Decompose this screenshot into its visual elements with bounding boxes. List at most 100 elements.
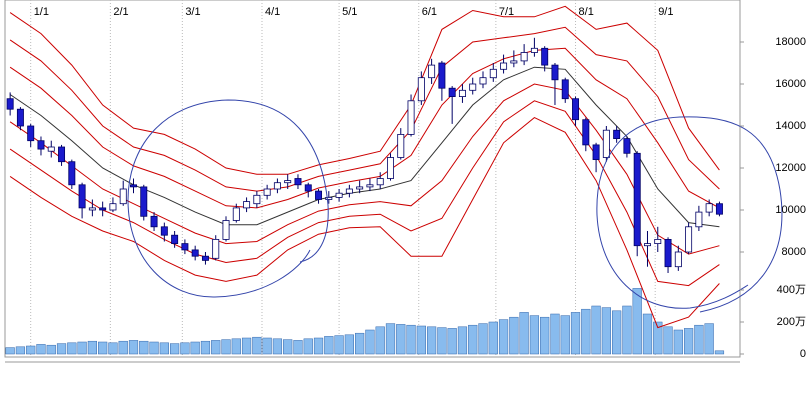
volume-bar xyxy=(683,328,694,355)
volume-bar xyxy=(200,340,211,355)
candle-body xyxy=(78,184,86,209)
candle-body xyxy=(27,125,35,142)
volume-bar xyxy=(519,312,529,355)
x-tick-label: 8/1 xyxy=(579,6,594,18)
volume-bar xyxy=(622,305,632,355)
volume-bar xyxy=(437,327,447,355)
band-line xyxy=(9,26,720,192)
candle-body xyxy=(325,196,333,200)
candle-body xyxy=(448,87,456,97)
candle-body xyxy=(88,207,96,211)
candle-body xyxy=(304,184,312,192)
candle-body xyxy=(510,60,518,64)
candle-body xyxy=(417,77,425,102)
hand-drawn-circle xyxy=(127,99,329,298)
candle-body xyxy=(99,207,107,211)
candle-body xyxy=(284,180,292,184)
candle-body xyxy=(109,203,117,211)
volume-bar xyxy=(612,310,622,355)
volume-bar xyxy=(396,324,406,355)
candle-body xyxy=(16,108,24,127)
volume-bar xyxy=(570,312,581,355)
volume-bar xyxy=(653,321,663,355)
plot-area xyxy=(4,0,741,358)
volume-tick-label: 200万 xyxy=(777,316,806,328)
volume-bar xyxy=(77,341,87,355)
candles xyxy=(6,37,723,273)
volume-bar xyxy=(447,328,457,355)
volume-bar xyxy=(663,326,673,355)
candle-body xyxy=(130,184,137,188)
x-tick-label: 6/1 xyxy=(422,6,437,18)
volume-bar xyxy=(180,342,190,355)
candle-body xyxy=(572,98,580,121)
x-tick-label: 5/1 xyxy=(342,6,357,18)
volume-bar xyxy=(488,321,498,355)
x-tick-label: 4/1 xyxy=(265,6,280,18)
candle-body xyxy=(664,238,672,268)
candle-body xyxy=(469,83,477,91)
volume-bar xyxy=(211,340,221,355)
candle-body xyxy=(160,226,168,236)
volume-bar xyxy=(293,340,303,355)
candle-body xyxy=(253,194,261,205)
band-line xyxy=(9,117,720,329)
volume-bar xyxy=(642,313,653,355)
volume-bar xyxy=(632,288,642,355)
candle-body xyxy=(705,203,713,213)
candle-body xyxy=(191,249,199,257)
candle-body xyxy=(222,220,230,240)
volume-bar xyxy=(406,324,416,355)
candle-body xyxy=(376,178,384,186)
y-tick-label: 8000 xyxy=(782,246,806,258)
volume-bar xyxy=(262,337,272,355)
candle-body xyxy=(58,146,66,163)
volume-bar xyxy=(591,305,601,355)
volume-bar xyxy=(365,329,375,355)
candle-body xyxy=(387,157,394,179)
candle-body xyxy=(201,255,209,261)
volume-bar xyxy=(560,315,570,355)
volume-bar xyxy=(221,339,231,355)
candle-body xyxy=(356,186,364,190)
volume-bar xyxy=(457,326,468,355)
volume-bar xyxy=(98,341,108,355)
volume-bar xyxy=(581,308,591,355)
y-tick-label: 16000 xyxy=(775,78,806,90)
x-tick-label: 9/1 xyxy=(658,6,673,18)
candle-body xyxy=(140,186,148,217)
volume-bar xyxy=(272,338,283,355)
axes: 1/1 2/1 3/1 4/1 5/1 6/1 7/1 8/1 9/1 8000 10000 1200… xyxy=(34,6,806,360)
candle-body xyxy=(150,215,158,228)
candle-body xyxy=(171,234,179,244)
candle-body xyxy=(68,161,76,186)
candle-body xyxy=(47,146,55,152)
volume-bar xyxy=(694,324,704,355)
volume-bar xyxy=(344,334,354,355)
volume-bar xyxy=(673,329,683,355)
volume-tick-label: 0 xyxy=(800,348,806,360)
grid xyxy=(30,0,656,357)
volume-bar xyxy=(601,307,611,355)
candle-body xyxy=(582,119,590,146)
annotations xyxy=(127,99,783,313)
candle-body xyxy=(613,129,621,139)
candle-body xyxy=(181,243,189,251)
volume-bar xyxy=(159,342,169,355)
volume-bar xyxy=(169,343,180,355)
candle-body xyxy=(489,68,497,79)
volume-bar xyxy=(714,350,725,355)
candle-body xyxy=(119,188,127,205)
candle-body xyxy=(6,98,14,110)
candle-body xyxy=(685,226,693,253)
x-tick-label: 3/1 xyxy=(185,6,200,18)
volume-bar xyxy=(334,335,344,355)
candle-body xyxy=(623,138,631,154)
y-tick-label: 18000 xyxy=(775,36,806,48)
volume-bar xyxy=(324,336,334,355)
candle-body xyxy=(500,62,508,70)
candle-body xyxy=(345,188,353,194)
candle-body xyxy=(458,89,466,98)
